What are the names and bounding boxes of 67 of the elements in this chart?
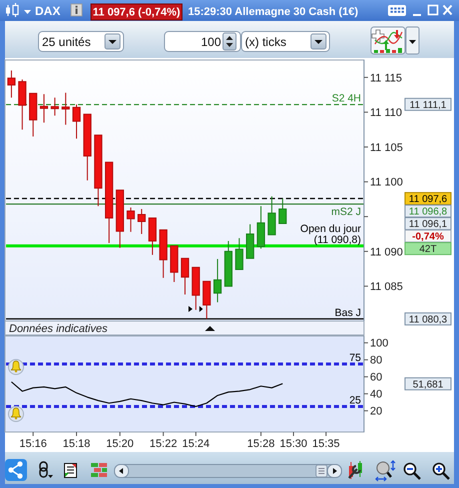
x-tick-label: 15:16 xyxy=(19,438,47,450)
text: 100 xyxy=(200,35,222,49)
y-tick-label: 20 xyxy=(370,406,382,418)
candlestick xyxy=(94,134,102,207)
ref-line-label: Open du jour (11 090,8) xyxy=(300,222,362,246)
chart-subtitle: 15:29:30 Allemagne 30 Cash (1€) xyxy=(188,6,359,18)
y-tick-label: 80 xyxy=(370,354,382,367)
y-tick-label: 11 100 xyxy=(370,176,403,189)
y-tick-label: 60 xyxy=(370,372,382,384)
y-tick-label: 11 110 xyxy=(370,107,402,120)
text: 42T xyxy=(419,244,437,256)
text: 11 111,1 xyxy=(410,100,447,111)
y-tick-label: 11 085 xyxy=(370,281,403,294)
candlestick xyxy=(246,224,254,259)
ref-line-label: 25 xyxy=(349,394,362,407)
x-tick-label: 15:20 xyxy=(106,438,134,450)
candlestick xyxy=(202,280,211,320)
text: 11 097,6 xyxy=(408,194,448,206)
text: (x) ticks xyxy=(245,35,286,49)
x-tick-label: 15:35 xyxy=(312,438,340,450)
y-tick-label: 11 105 xyxy=(370,142,403,154)
x-tick-label: 15:22 xyxy=(150,438,178,450)
text: 11 096,8 xyxy=(408,206,448,218)
y-tick-label: 40 xyxy=(370,388,382,401)
candlestick xyxy=(83,114,92,181)
candlestick xyxy=(235,238,244,270)
y-tick-label: 11 115 xyxy=(370,72,402,84)
text: Données indicatives xyxy=(9,323,108,335)
candlestick xyxy=(256,206,266,250)
text: 51,681 xyxy=(412,379,444,390)
candlestick xyxy=(213,258,222,303)
chart-title: DAX xyxy=(35,4,60,18)
ref-line-label: mS2 J xyxy=(331,206,361,218)
text: 11 097,6 (-0,74%) xyxy=(92,6,181,18)
x-tick-label: 15:30 xyxy=(280,438,308,450)
text: 11 080,3 xyxy=(408,314,448,326)
ref-line-label: 75 xyxy=(349,352,362,364)
candlestick xyxy=(268,196,276,236)
text: 11 096,1 xyxy=(408,219,448,230)
candlestick xyxy=(18,78,26,130)
candlestick xyxy=(62,92,70,126)
x-tick-label: 15:28 xyxy=(247,438,275,450)
candlestick xyxy=(170,245,178,283)
candlestick xyxy=(180,258,190,296)
candlestick xyxy=(116,190,124,248)
candlestick xyxy=(278,198,287,224)
text: -0,74% xyxy=(412,232,444,243)
candlestick xyxy=(72,104,81,140)
candlestick xyxy=(29,92,38,138)
text: 25 unités xyxy=(42,35,91,49)
candlestick xyxy=(159,229,168,278)
y-tick-label: 11 090 xyxy=(370,246,403,258)
x-tick-label: 15:18 xyxy=(62,438,90,450)
candlestick xyxy=(192,266,200,310)
candlestick xyxy=(7,70,16,98)
ref-line-label: S2 4H xyxy=(332,92,361,105)
candlestick xyxy=(224,240,232,287)
candlestick xyxy=(138,208,146,234)
candlestick xyxy=(104,162,114,244)
y-tick-label: 100 xyxy=(370,338,388,350)
x-tick-label: 15:24 xyxy=(182,438,210,450)
candlestick xyxy=(148,217,157,256)
line-series xyxy=(10,381,284,408)
ref-line-label: Bas J xyxy=(334,306,361,319)
candlestick xyxy=(50,97,59,116)
candlestick xyxy=(40,94,48,124)
candlestick xyxy=(126,207,135,232)
